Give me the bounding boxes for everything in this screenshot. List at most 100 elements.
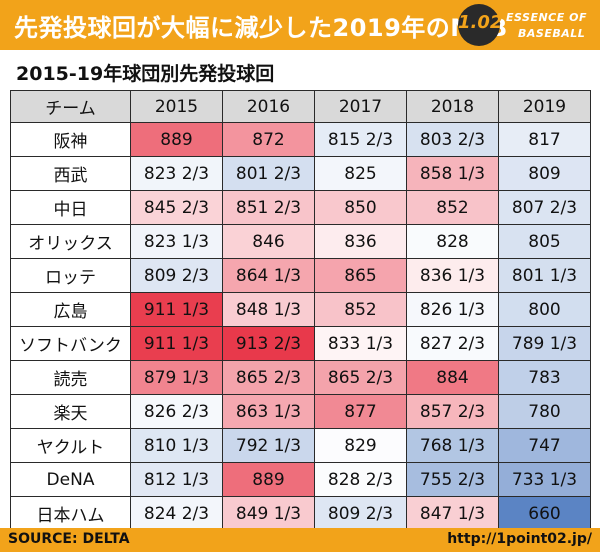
column-header-2017: 2017 [314, 90, 407, 123]
innings-cell: 809 [498, 156, 591, 191]
column-header-2015: 2015 [130, 90, 223, 123]
team-name-cell: 中日 [10, 190, 131, 225]
innings-cell: 801 1/3 [498, 258, 591, 293]
innings-cell: 812 1/3 [130, 462, 223, 497]
innings-cell: 850 [314, 190, 407, 225]
innings-cell: 815 2/3 [314, 122, 407, 157]
innings-cell: 823 1/3 [130, 224, 223, 259]
column-header-2018: 2018 [406, 90, 499, 123]
team-name-cell: 阪神 [10, 122, 131, 157]
innings-cell: 848 1/3 [222, 292, 315, 327]
table-row: 楽天 826 2/3 863 1/3 877 857 2/3 780 [10, 394, 591, 429]
innings-cell: 851 2/3 [222, 190, 315, 225]
innings-cell: 817 [498, 122, 591, 157]
innings-cell: 865 [314, 258, 407, 293]
footer-bar: SOURCE: DELTA http://1point02.jp/ [0, 528, 600, 552]
innings-cell: 824 2/3 [130, 496, 223, 531]
innings-cell: 805 [498, 224, 591, 259]
innings-cell: 836 [314, 224, 407, 259]
innings-cell: 807 2/3 [498, 190, 591, 225]
innings-cell: 884 [406, 360, 499, 395]
logo-text-line1: ESSENCE OF [506, 11, 587, 24]
table-row: ソフトバンク 911 1/3 913 2/3 833 1/3 827 2/3 789 1/… [10, 326, 591, 361]
innings-cell: 863 1/3 [222, 394, 315, 429]
innings-cell: 846 [222, 224, 315, 259]
table-row: DeNA 812 1/3 889 828 2/3 755 2/3 733 1/3 [10, 462, 591, 497]
innings-cell: 836 1/3 [406, 258, 499, 293]
innings-cell: 845 2/3 [130, 190, 223, 225]
innings-cell: 828 2/3 [314, 462, 407, 497]
team-name-cell: 西武 [10, 156, 131, 191]
innings-cell: 809 2/3 [314, 496, 407, 531]
innings-cell: 809 2/3 [130, 258, 223, 293]
table-row: 読売 879 1/3 865 2/3 865 2/3 884 783 [10, 360, 591, 395]
innings-cell: 879 1/3 [130, 360, 223, 395]
logo-text-line2: BASEBALL [518, 27, 586, 40]
innings-cell: 810 1/3 [130, 428, 223, 463]
logo-number: 1.02 [458, 12, 503, 33]
team-name-cell: 日本ハム [10, 496, 131, 531]
team-name-cell: ロッテ [10, 258, 131, 293]
team-name-cell: 読売 [10, 360, 131, 395]
logo[interactable]: 1.02 ESSENCE OF BASEBALL [458, 4, 598, 46]
team-name-cell: 楽天 [10, 394, 131, 429]
innings-cell: 849 1/3 [222, 496, 315, 531]
innings-table: チーム 2015 2016 2017 2018 2019 阪神 889 872 815… [10, 90, 591, 531]
innings-cell: 911 1/3 [130, 326, 223, 361]
table-row: 阪神 889 872 815 2/3 803 2/3 817 [10, 122, 591, 157]
innings-cell: 864 1/3 [222, 258, 315, 293]
innings-cell: 828 [406, 224, 499, 259]
innings-cell: 803 2/3 [406, 122, 499, 157]
team-name-cell: DeNA [10, 462, 131, 497]
innings-cell: 829 [314, 428, 407, 463]
innings-cell: 660 [498, 496, 591, 531]
innings-cell: 889 [130, 122, 223, 157]
innings-cell: 792 1/3 [222, 428, 315, 463]
team-name-cell: ヤクルト [10, 428, 131, 463]
table-row: ロッテ 809 2/3 864 1/3 865 836 1/3 801 1/3 [10, 258, 591, 293]
innings-cell: 800 [498, 292, 591, 327]
innings-cell: 789 1/3 [498, 326, 591, 361]
innings-cell: 847 1/3 [406, 496, 499, 531]
table-row: 広島 911 1/3 848 1/3 852 826 1/3 800 [10, 292, 591, 327]
table-row: 中日 845 2/3 851 2/3 850 852 807 2/3 [10, 190, 591, 225]
page-title: 先発投球回が大幅に減少した2019年のNPB [14, 14, 508, 42]
innings-cell: 827 2/3 [406, 326, 499, 361]
column-header-2019: 2019 [498, 90, 591, 123]
team-name-cell: ソフトバンク [10, 326, 131, 361]
innings-cell: 747 [498, 428, 591, 463]
logo-badge-icon: 1.02 [458, 4, 503, 46]
innings-cell: 823 2/3 [130, 156, 223, 191]
table-header-row: チーム 2015 2016 2017 2018 2019 [10, 90, 591, 123]
innings-cell: 865 2/3 [222, 360, 315, 395]
source-credit: SOURCE: DELTA [8, 531, 130, 547]
innings-cell: 783 [498, 360, 591, 395]
innings-cell: 833 1/3 [314, 326, 407, 361]
innings-cell: 780 [498, 394, 591, 429]
innings-cell: 872 [222, 122, 315, 157]
innings-cell: 877 [314, 394, 407, 429]
header-bar: 先発投球回が大幅に減少した2019年のNPB 1.02 ESSENCE OF B… [0, 0, 600, 50]
innings-cell: 768 1/3 [406, 428, 499, 463]
innings-cell: 852 [314, 292, 407, 327]
innings-cell: 911 1/3 [130, 292, 223, 327]
innings-cell: 826 1/3 [406, 292, 499, 327]
innings-cell: 913 2/3 [222, 326, 315, 361]
innings-cell: 826 2/3 [130, 394, 223, 429]
table-title: 2015-19年球団別先発投球回 [16, 63, 275, 85]
column-header-team: チーム [10, 90, 131, 123]
innings-cell: 857 2/3 [406, 394, 499, 429]
table-row: ヤクルト 810 1/3 792 1/3 829 768 1/3 747 [10, 428, 591, 463]
innings-cell: 889 [222, 462, 315, 497]
innings-cell: 825 [314, 156, 407, 191]
innings-cell: 801 2/3 [222, 156, 315, 191]
innings-cell: 852 [406, 190, 499, 225]
team-name-cell: 広島 [10, 292, 131, 327]
table-row: 日本ハム 824 2/3 849 1/3 809 2/3 847 1/3 660 [10, 496, 591, 531]
table-row: オリックス 823 1/3 846 836 828 805 [10, 224, 591, 259]
innings-cell: 858 1/3 [406, 156, 499, 191]
innings-cell: 755 2/3 [406, 462, 499, 497]
team-name-cell: オリックス [10, 224, 131, 259]
source-url-link[interactable]: http://1point02.jp/ [447, 531, 592, 547]
